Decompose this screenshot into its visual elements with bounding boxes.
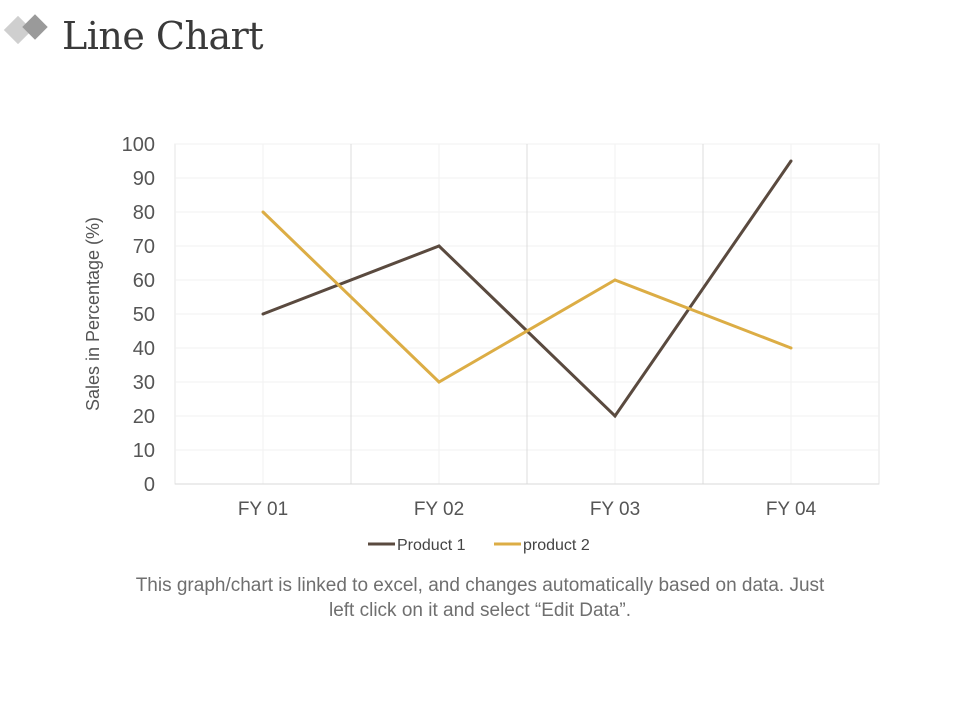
- legend-label: Product 1: [397, 537, 466, 554]
- y-tick-label: 10: [133, 440, 155, 462]
- x-tick-label: FY 03: [590, 499, 640, 520]
- data-point: [437, 244, 441, 248]
- data-point: [789, 346, 793, 350]
- y-tick-label: 50: [133, 304, 155, 326]
- y-tick-label: 80: [133, 202, 155, 224]
- data-point: [613, 414, 617, 418]
- data-point: [789, 159, 793, 163]
- y-tick-label: 100: [122, 134, 155, 156]
- data-point: [261, 312, 265, 316]
- y-tick-label: 0: [144, 474, 155, 496]
- slide-title: Line Chart: [62, 14, 264, 58]
- diamond-logo-icon: [3, 14, 48, 45]
- x-tick-label: FY 01: [238, 499, 288, 520]
- data-point: [437, 380, 441, 384]
- x-tick-label: FY 04: [766, 499, 817, 520]
- y-tick-label: 40: [133, 338, 155, 360]
- data-point: [613, 278, 617, 282]
- y-tick-label: 60: [133, 270, 155, 292]
- y-tick-label: 90: [133, 168, 155, 190]
- y-tick-label: 20: [133, 406, 155, 428]
- y-axis-title: Sales in Percentage (%): [83, 217, 103, 411]
- y-tick-label: 30: [133, 372, 155, 394]
- legend-label: product 2: [523, 537, 590, 554]
- x-tick-label: FY 02: [414, 499, 464, 520]
- data-point: [261, 210, 265, 214]
- y-tick-label: 70: [133, 236, 155, 258]
- chart-caption: This graph/chart is linked to excel, and…: [135, 575, 825, 621]
- series-line-2: [261, 210, 792, 384]
